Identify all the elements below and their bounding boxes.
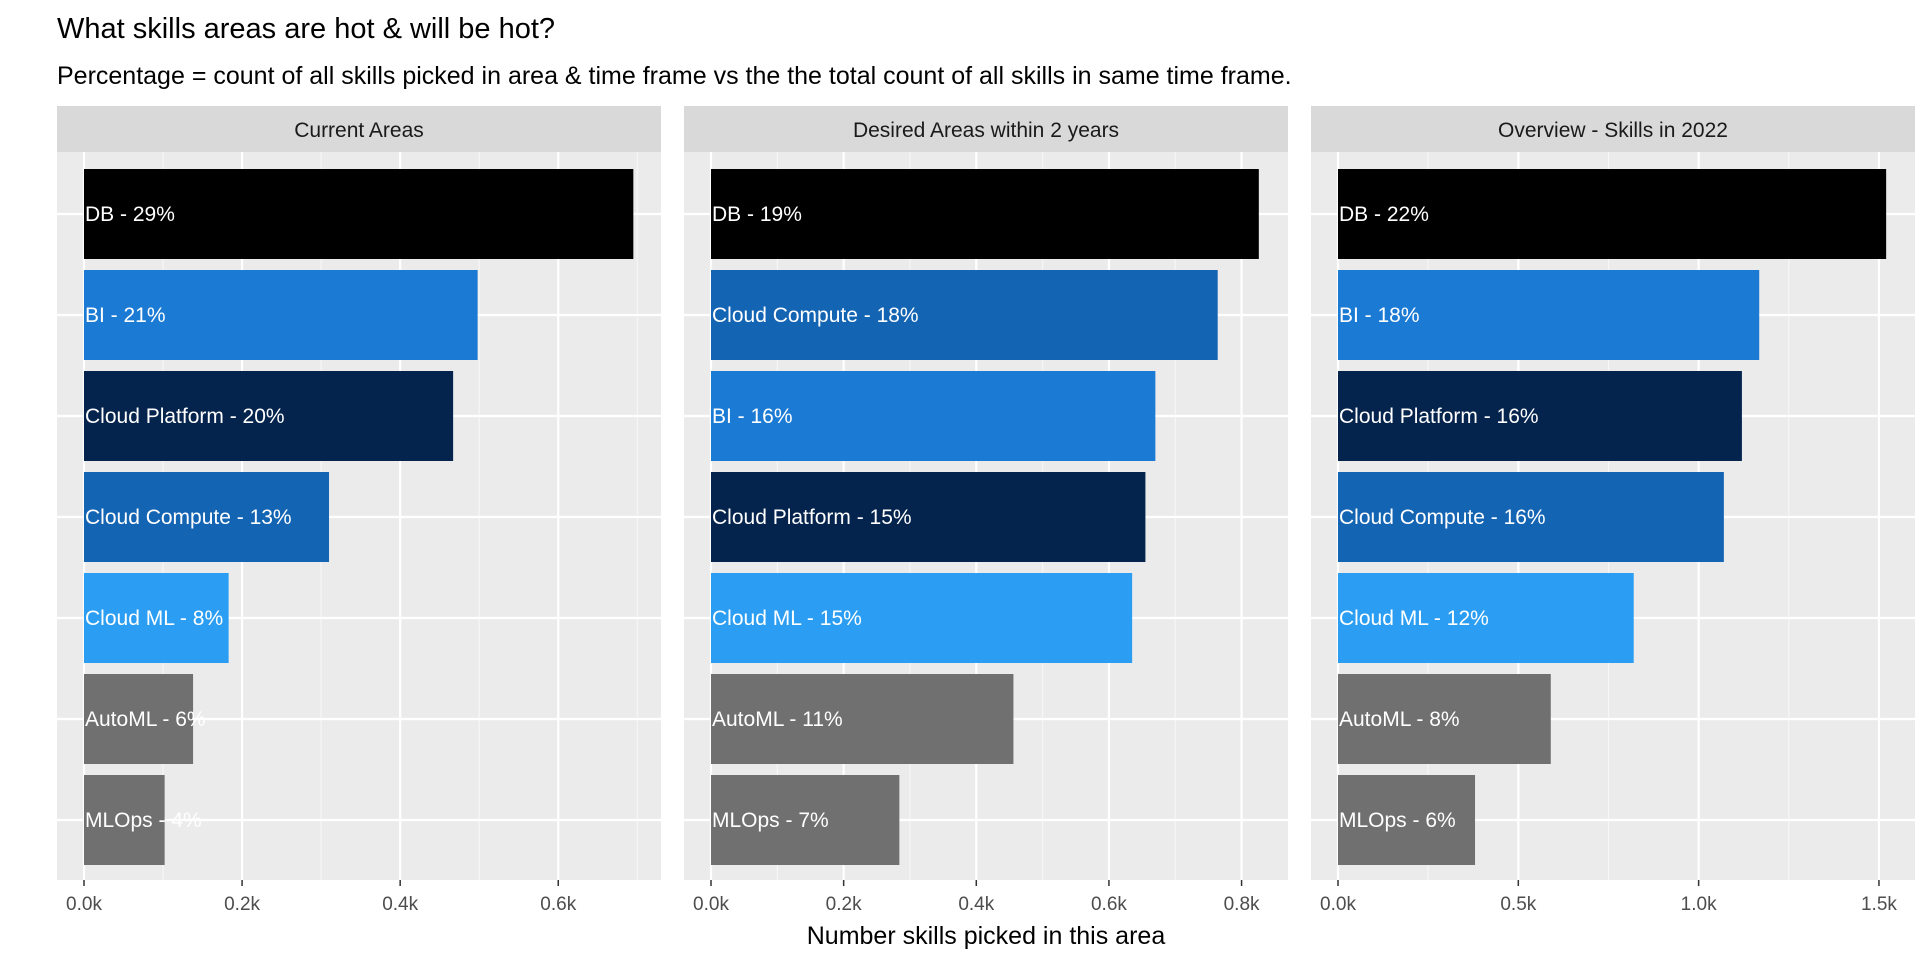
x-tick-label: 1.0k [1681, 894, 1717, 915]
panel-strip-label: Current Areas [294, 119, 424, 142]
x-tick-label: 0.2k [224, 894, 260, 915]
bar-label-bi: BI - 16% [712, 405, 793, 428]
panel-strip [57, 106, 661, 152]
bar-label-db: DB - 22% [1339, 203, 1429, 226]
x-tick-label: 0.0k [1320, 894, 1356, 915]
bar-db [84, 169, 634, 259]
bar-label-db: DB - 29% [85, 203, 175, 226]
bar-cloud-compute [84, 472, 330, 562]
panel-strip [684, 106, 1288, 152]
bar-automl [84, 674, 194, 764]
x-axis-label: Number skills picked in this area [807, 922, 1166, 950]
bar-mlops [711, 775, 900, 865]
bar-label-cloud-ml: Cloud ML - 12% [1339, 607, 1489, 630]
bar-label-cloud-compute: Cloud Compute - 16% [1339, 506, 1546, 529]
bar-label-automl: AutoML - 6% [85, 708, 206, 731]
bar-cloud-platform [84, 371, 454, 461]
x-tick-label: 0.6k [540, 894, 576, 915]
bar-cloud-ml [711, 573, 1133, 663]
panel-desired-areas-within-2-years: Desired Areas within 2 years DB - 19% Clou… [684, 106, 1288, 915]
panel-strip-label: Overview - Skills in 2022 [1498, 119, 1728, 142]
bar-cloud-platform [711, 472, 1146, 562]
x-tick-label: 0.0k [693, 894, 729, 915]
bar-label-bi: BI - 21% [85, 304, 166, 327]
chart-subtitle: Percentage = count of all skills picked … [57, 62, 1292, 90]
bar-label-mlops: MLOps - 7% [712, 809, 829, 832]
bar-label-automl: AutoML - 11% [712, 708, 843, 731]
bar-db [1338, 169, 1887, 259]
bar-cloud-platform [1338, 371, 1742, 461]
bar-label-bi: BI - 18% [1339, 304, 1420, 327]
bar-label-cloud-compute: Cloud Compute - 18% [712, 304, 919, 327]
x-tick-label: 0.0k [66, 894, 102, 915]
bar-bi [1338, 270, 1760, 360]
bar-db [711, 169, 1259, 259]
bar-cloud-ml [84, 573, 229, 663]
panel-strip [1311, 106, 1915, 152]
bar-label-cloud-ml: Cloud ML - 8% [85, 607, 223, 630]
bar-label-cloud-platform: Cloud Platform - 16% [1339, 405, 1539, 428]
bar-label-cloud-platform: Cloud Platform - 15% [712, 506, 912, 529]
bar-cloud-compute [1338, 472, 1724, 562]
panel-current-areas: Current Areas DB - 29% BI - 21% Cloud Platf… [57, 106, 661, 915]
x-tick-label: 0.5k [1500, 894, 1536, 915]
bar-label-mlops: MLOps - 6% [1339, 809, 1456, 832]
panel-strip-label: Desired Areas within 2 years [853, 119, 1119, 142]
bar-cloud-ml [1338, 573, 1634, 663]
x-tick-label: 0.6k [1091, 894, 1127, 915]
x-tick-label: 1.5k [1861, 894, 1897, 915]
bar-bi [711, 371, 1156, 461]
x-tick-label: 0.8k [1224, 894, 1260, 915]
bar-bi [84, 270, 478, 360]
x-tick-label: 0.4k [958, 894, 994, 915]
bar-mlops [1338, 775, 1476, 865]
bar-label-mlops: MLOps - 4% [85, 809, 202, 832]
bar-label-automl: AutoML - 8% [1339, 708, 1460, 731]
bar-automl [1338, 674, 1551, 764]
panel-overview-skills-in-2022: Overview - Skills in 2022 DB - 22% BI - 18… [1311, 106, 1915, 915]
x-tick-label: 0.4k [382, 894, 418, 915]
x-tick-label: 0.2k [826, 894, 862, 915]
bar-label-db: DB - 19% [712, 203, 802, 226]
bar-mlops [84, 775, 165, 865]
facet-panels: Current Areas DB - 29% BI - 21% Cloud Platf… [57, 106, 1915, 915]
chart-title: What skills areas are hot & will be hot? [57, 13, 555, 45]
bar-automl [711, 674, 1014, 764]
bar-label-cloud-ml: Cloud ML - 15% [712, 607, 862, 630]
bar-label-cloud-compute: Cloud Compute - 13% [85, 506, 292, 529]
bar-label-cloud-platform: Cloud Platform - 20% [85, 405, 285, 428]
bar-cloud-compute [711, 270, 1218, 360]
